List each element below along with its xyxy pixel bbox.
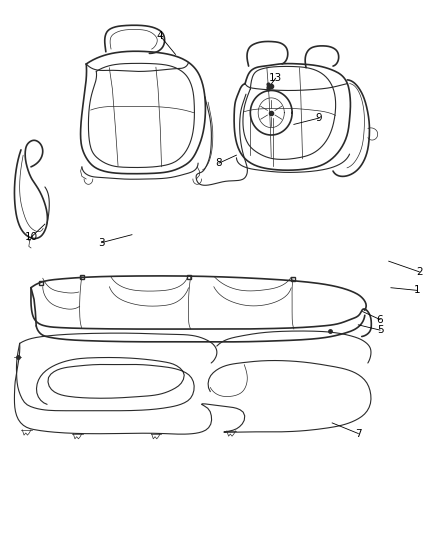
Text: 10: 10 bbox=[25, 232, 38, 243]
Text: 1: 1 bbox=[414, 285, 420, 295]
Text: 4: 4 bbox=[157, 31, 163, 41]
Text: 13: 13 bbox=[269, 73, 282, 83]
Text: 9: 9 bbox=[316, 113, 322, 123]
Text: 8: 8 bbox=[215, 158, 223, 168]
Text: 5: 5 bbox=[377, 325, 383, 335]
Text: 7: 7 bbox=[355, 429, 362, 439]
Text: 2: 2 bbox=[416, 267, 423, 277]
Text: 3: 3 bbox=[98, 238, 105, 248]
Text: 6: 6 bbox=[377, 314, 383, 325]
